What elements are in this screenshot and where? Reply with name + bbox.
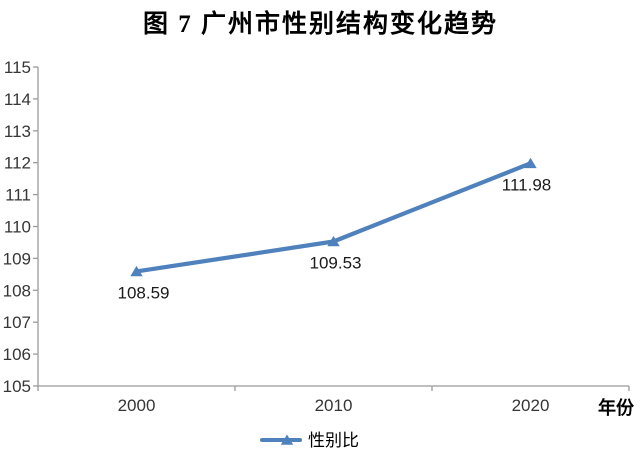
data-point-label: 109.53 bbox=[310, 253, 362, 272]
y-tick-label: 113 bbox=[4, 122, 31, 141]
legend-triangle-marker-icon bbox=[280, 434, 294, 445]
y-tick-label: 112 bbox=[4, 154, 31, 173]
data-point-marker-icon bbox=[130, 265, 143, 277]
y-tick-label: 109 bbox=[3, 249, 31, 268]
x-tick-label: 2000 bbox=[118, 396, 156, 415]
data-point-label: 111.98 bbox=[502, 175, 551, 194]
y-tick-label: 114 bbox=[4, 90, 31, 109]
legend: 性别比 bbox=[260, 431, 359, 450]
axis-lines bbox=[37, 67, 629, 387]
y-tick-label: 105 bbox=[3, 377, 31, 396]
x-tick-label: 2020 bbox=[512, 396, 550, 415]
x-tick-label: 2010 bbox=[315, 396, 353, 415]
data-point-marker-icon bbox=[524, 157, 537, 169]
legend-label: 性别比 bbox=[308, 431, 359, 450]
plot-generated-group: 105 106 107 108 109 110 111 112 113 114 115 2000 201… bbox=[3, 58, 630, 415]
y-tick-label: 108 bbox=[3, 281, 31, 300]
data-point-label: 108.59 bbox=[118, 283, 170, 302]
y-tick-label: 111 bbox=[5, 186, 31, 205]
y-tick-label: 110 bbox=[4, 218, 31, 237]
y-tick-label: 106 bbox=[3, 345, 31, 364]
y-tick-label: 107 bbox=[3, 313, 31, 332]
y-tick-label: 115 bbox=[4, 58, 31, 77]
chart-title: 图 7 广州市性别结构变化趋势 bbox=[142, 11, 498, 38]
x-axis-label: 年份 bbox=[598, 397, 635, 418]
data-point-marker-icon bbox=[327, 235, 340, 247]
